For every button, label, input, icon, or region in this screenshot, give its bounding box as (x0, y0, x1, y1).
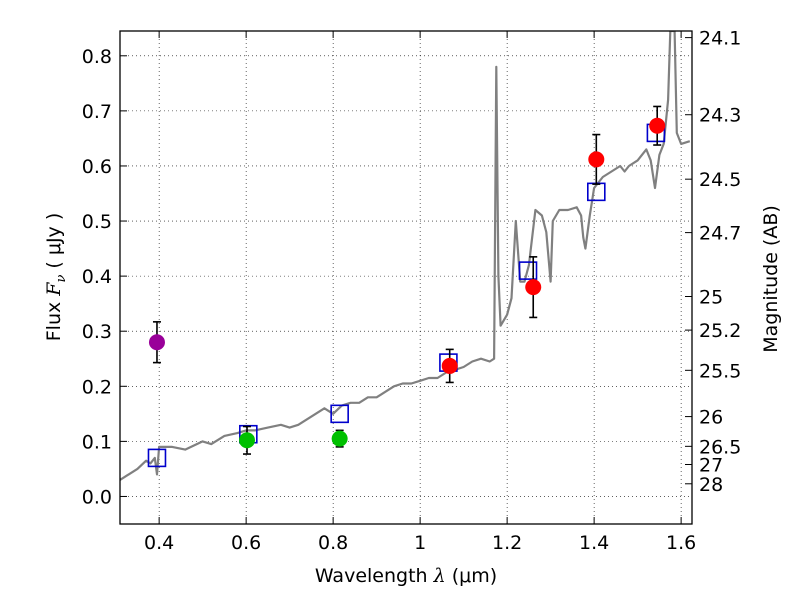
mag-tick-label: 28 (699, 474, 723, 496)
mag-tick-label: 26.5 (699, 436, 741, 458)
red-point (588, 151, 605, 168)
plot-frame (119, 30, 693, 525)
mag-tick-label: 27 (699, 455, 723, 477)
x-tick-label: 0.6 (231, 532, 261, 554)
x-tick-label: 0.4 (144, 532, 174, 554)
red-point (649, 117, 666, 134)
y-tick-label: 0.4 (82, 266, 112, 288)
x-tick-label: 1.2 (492, 532, 522, 554)
y-tick-label: 0.3 (82, 321, 112, 343)
red-point (441, 357, 458, 374)
mag-tick-label: 25.2 (699, 320, 741, 342)
green-point (239, 432, 256, 449)
x-tick-label: 1 (414, 532, 426, 554)
y2-axis-label: Magnitude (AB) (760, 205, 782, 353)
mag-tick-label: 25.5 (699, 360, 741, 382)
grid-lines (120, 31, 692, 524)
purple-point (148, 334, 165, 351)
markers-layer (147, 105, 666, 468)
y-tick-label: 0.1 (82, 431, 112, 453)
y-axis-label: Flux Fν ( μJy ) (43, 213, 69, 342)
x-tick-label: 0.8 (318, 532, 348, 554)
model-square (518, 261, 538, 280)
x-axis-label: Wavelength λ (μm) (315, 565, 497, 587)
mag-tick-label: 25 (699, 287, 723, 309)
spectrum-line (120, 31, 691, 481)
x-tick-label: 1.6 (666, 532, 696, 554)
y-tick-label: 0.2 (82, 376, 112, 398)
y-tick-label: 0.8 (82, 46, 112, 68)
ticks-layer: 0.4 0.6 0.8 1 1.2 1.4 1.6 0.0 0.1 0.2 0.3 0.4 0.5 0.6… (82, 28, 742, 554)
y-tick-label: 0.5 (82, 211, 112, 233)
mag-tick-label: 24.1 (699, 28, 741, 50)
spectrum-layer (120, 31, 691, 481)
y-tick-label: 0.0 (82, 486, 112, 508)
mag-tick-label: 24.3 (699, 105, 741, 127)
model-square (330, 404, 349, 424)
red-point (525, 279, 542, 296)
x-tick-label: 1.4 (579, 532, 609, 554)
y-tick-label: 0.6 (82, 156, 112, 178)
green-point (331, 430, 348, 447)
mag-tick-label: 24.5 (699, 169, 741, 191)
mag-tick-label: 24.7 (699, 223, 741, 245)
y-tick-label: 0.7 (82, 101, 112, 123)
model-square (147, 448, 167, 468)
mag-tick-label: 26 (699, 407, 723, 429)
